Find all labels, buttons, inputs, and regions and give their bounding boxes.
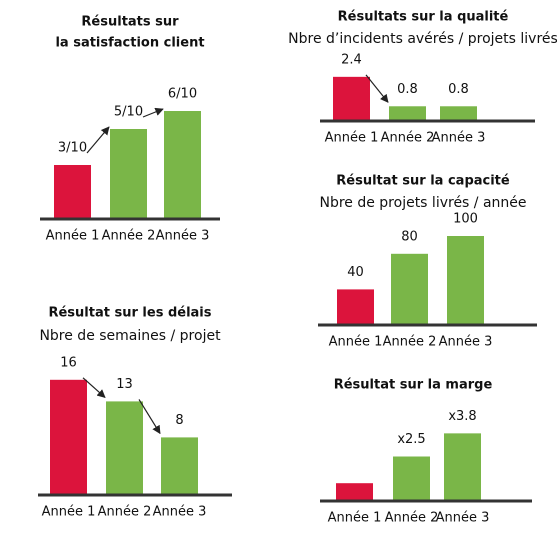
value-label: 0.8 [448, 82, 469, 97]
bar [337, 289, 374, 325]
x-tick-label: Année 3 [439, 335, 493, 350]
value-label: 3/10 [58, 141, 87, 156]
value-label: 13 [116, 377, 133, 392]
x-tick-label: Année 3 [153, 505, 207, 520]
bar [50, 379, 87, 495]
trend-arrow [142, 107, 164, 118]
x-tick-label: Année 1 [46, 229, 100, 244]
x-tick-label: Année 2 [385, 511, 439, 526]
value-label: x3.8 [448, 409, 476, 424]
value-label: 6/10 [168, 87, 197, 102]
value-label: 0.8 [397, 82, 418, 97]
bar [440, 106, 477, 121]
value-label: 2.4 [341, 52, 362, 67]
value-label: 16 [60, 355, 77, 370]
bar [336, 483, 373, 501]
x-tick-label: Année 3 [432, 131, 486, 146]
chart-subtitle: Nbre d’incidents avérés / projets livrés [288, 31, 557, 47]
chart-subtitle: Nbre de semaines / projet [39, 328, 221, 344]
bar [333, 76, 370, 121]
bar [164, 111, 201, 219]
trend-arrow [365, 74, 389, 103]
bar [447, 236, 484, 325]
x-tick-label: Année 2 [102, 229, 156, 244]
value-label: 80 [401, 229, 418, 244]
chart-subtitle: Nbre de projets livrés / année [319, 195, 526, 211]
bar [161, 437, 198, 495]
chart-title: Résultat sur la capacité [336, 174, 510, 189]
bar [391, 253, 428, 325]
chart-title: la satisfaction client [55, 36, 204, 51]
bar [110, 129, 147, 219]
value-label: 100 [453, 212, 478, 227]
trend-arrow [86, 126, 110, 154]
bar [389, 106, 426, 121]
trend-arrow [138, 399, 161, 435]
chart-title: Résultat sur les délais [48, 306, 211, 321]
chart-title: Résultat sur la marge [334, 378, 493, 393]
x-tick-label: Année 2 [381, 131, 435, 146]
value-label: 5/10 [114, 105, 143, 120]
value-label: 8 [175, 413, 183, 428]
value-label: 40 [347, 265, 364, 280]
value-label: x2.5 [397, 432, 425, 447]
x-tick-label: Année 2 [383, 335, 437, 350]
trend-arrow [82, 377, 106, 398]
chart-title: Résultats sur [81, 15, 179, 30]
x-tick-label: Année 3 [436, 511, 490, 526]
bar [106, 401, 143, 495]
bar [54, 165, 91, 219]
x-tick-label: Année 1 [328, 511, 382, 526]
x-tick-label: Année 1 [325, 131, 379, 146]
x-tick-label: Année 1 [42, 505, 96, 520]
chart-title: Résultats sur la qualité [338, 10, 509, 25]
x-tick-label: Année 1 [329, 335, 383, 350]
bar [444, 433, 481, 501]
x-tick-label: Année 3 [156, 229, 210, 244]
x-tick-label: Année 2 [98, 505, 152, 520]
bar [393, 456, 430, 501]
